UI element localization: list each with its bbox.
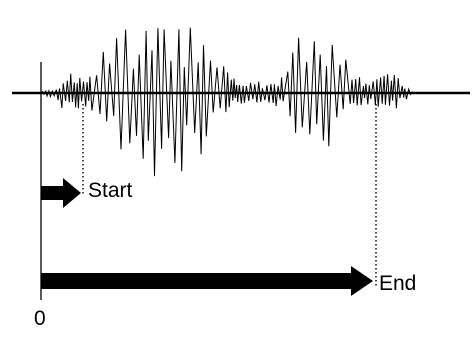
end-arrow [41, 266, 373, 296]
start-arrow [41, 178, 81, 208]
audio-waveform [40, 27, 413, 177]
end-label: End [379, 272, 417, 295]
start-label: Start [88, 179, 133, 202]
origin-label: 0 [34, 307, 46, 330]
